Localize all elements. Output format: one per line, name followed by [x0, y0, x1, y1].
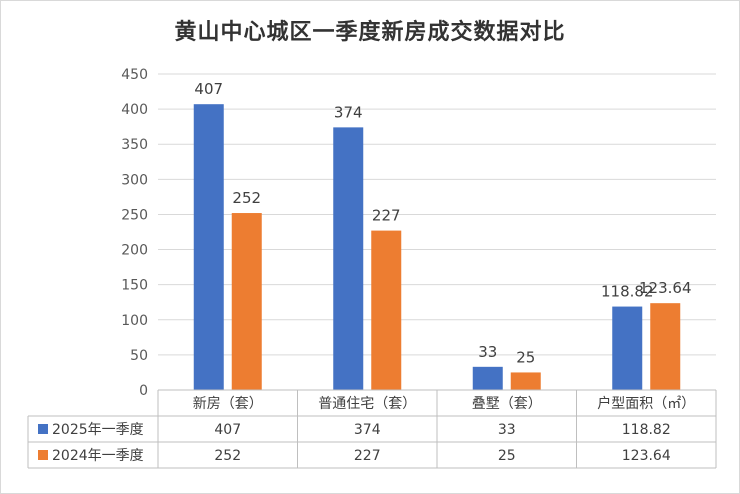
- table-cell: 25: [498, 448, 516, 464]
- bar: [371, 230, 402, 390]
- data-label: 123.64: [639, 279, 692, 297]
- x-tick-label: 叠墅（套）: [472, 396, 542, 412]
- y-tick-label: 0: [139, 383, 148, 399]
- chart-title: 黄山中心城区一季度新房成交数据对比: [174, 20, 566, 45]
- y-tick-label: 250: [121, 207, 148, 223]
- legend-key: [38, 424, 48, 434]
- y-tick-label: 400: [121, 102, 148, 118]
- bar: [650, 303, 681, 390]
- data-label: 25: [516, 348, 535, 366]
- table-cell: 407: [214, 422, 241, 438]
- bar: [510, 372, 541, 390]
- y-tick-label: 300: [121, 172, 148, 188]
- bar: [472, 366, 503, 390]
- legend-key: [38, 450, 48, 460]
- legend-label: 2024年一季度: [52, 448, 144, 464]
- table-cell: 374: [354, 422, 381, 438]
- y-tick-label: 200: [121, 243, 148, 259]
- table-cell: 118.82: [622, 422, 671, 438]
- table-cell: 227: [354, 448, 381, 464]
- bar: [333, 127, 364, 390]
- bar: [612, 306, 643, 390]
- data-label: 118.82: [601, 283, 654, 301]
- bar: [231, 213, 262, 390]
- y-tick-label: 450: [121, 67, 148, 83]
- table-cell: 33: [498, 422, 516, 438]
- table-cell: 123.64: [622, 448, 671, 464]
- data-label: 407: [194, 80, 223, 98]
- y-tick-label: 350: [121, 137, 148, 153]
- y-tick-label: 100: [121, 313, 148, 329]
- data-label: 252: [232, 189, 261, 207]
- bar: [193, 104, 224, 390]
- x-tick-label: 普通住宅（套）: [318, 396, 416, 412]
- y-tick-label: 150: [121, 278, 148, 294]
- data-label: 374: [334, 103, 363, 121]
- data-label: 227: [372, 207, 401, 225]
- legend-label: 2025年一季度: [52, 422, 144, 438]
- data-label: 33: [478, 343, 497, 361]
- x-tick-label: 户型面积（㎡）: [597, 395, 695, 412]
- x-tick-label: 新房（套）: [193, 396, 263, 412]
- y-tick-label: 50: [130, 348, 148, 364]
- table-cell: 252: [214, 448, 241, 464]
